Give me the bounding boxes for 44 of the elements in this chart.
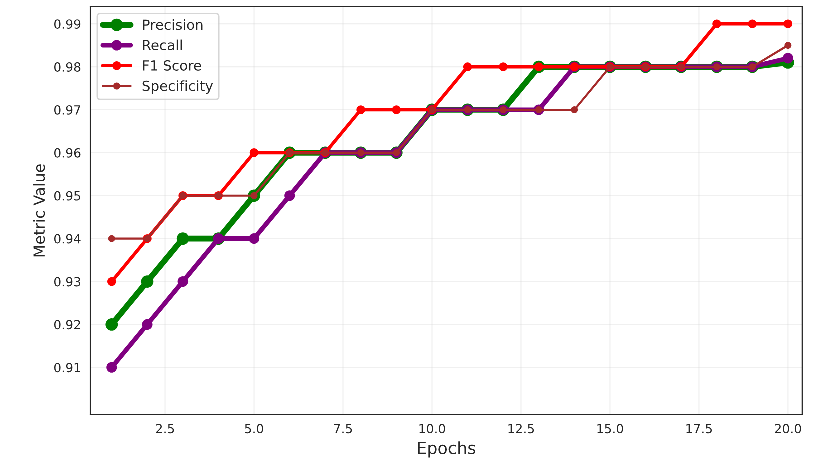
y-tick-label: 0.99 bbox=[54, 20, 81, 30]
point bbox=[178, 276, 188, 288]
y-tick-label: 0.93 bbox=[54, 277, 80, 287]
x-tick-label: 20.0 bbox=[775, 424, 802, 434]
y-axis-title: Metric Value bbox=[33, 164, 46, 257]
y-tick-label: 0.92 bbox=[54, 320, 80, 330]
x-tick-label: 5.0 bbox=[245, 424, 264, 434]
y-tick-label: 0.94 bbox=[54, 234, 81, 244]
point bbox=[392, 106, 402, 114]
point bbox=[712, 20, 722, 28]
legend-label: Specificity bbox=[142, 80, 214, 94]
x-tick-label: 2.5 bbox=[156, 424, 174, 434]
point bbox=[782, 53, 794, 64]
point bbox=[141, 276, 154, 288]
x-tick-label: 15.0 bbox=[598, 424, 624, 434]
point bbox=[106, 318, 118, 331]
legend-label: F1 Score bbox=[143, 60, 202, 71]
y-tick-label: 0.91 bbox=[54, 363, 80, 373]
x-tick-label: 12.5 bbox=[508, 424, 534, 434]
x-tick-label: 7.5 bbox=[334, 424, 352, 434]
point bbox=[248, 234, 260, 244]
point bbox=[499, 62, 508, 72]
point bbox=[108, 235, 116, 242]
point bbox=[784, 42, 792, 50]
point bbox=[463, 62, 472, 72]
point bbox=[176, 232, 190, 246]
point bbox=[748, 20, 757, 28]
legend-label: Precision bbox=[143, 19, 203, 30]
y-tick-label: 0.95 bbox=[54, 191, 80, 201]
point bbox=[142, 319, 153, 330]
point bbox=[106, 362, 118, 373]
y-tick-label: 0.98 bbox=[54, 62, 81, 72]
y-tick-label: 0.96 bbox=[54, 148, 81, 158]
point bbox=[784, 20, 793, 28]
x-tick-label: 10.0 bbox=[420, 424, 446, 434]
point bbox=[250, 148, 259, 158]
x-axis-title: Epochs bbox=[418, 442, 476, 458]
point bbox=[284, 190, 296, 202]
point bbox=[571, 106, 578, 114]
x-tick-label: 17.5 bbox=[686, 424, 712, 434]
point bbox=[356, 106, 366, 114]
legend-label: Recall bbox=[143, 40, 182, 51]
point bbox=[108, 277, 116, 286]
y-tick-label: 0.97 bbox=[54, 105, 80, 115]
